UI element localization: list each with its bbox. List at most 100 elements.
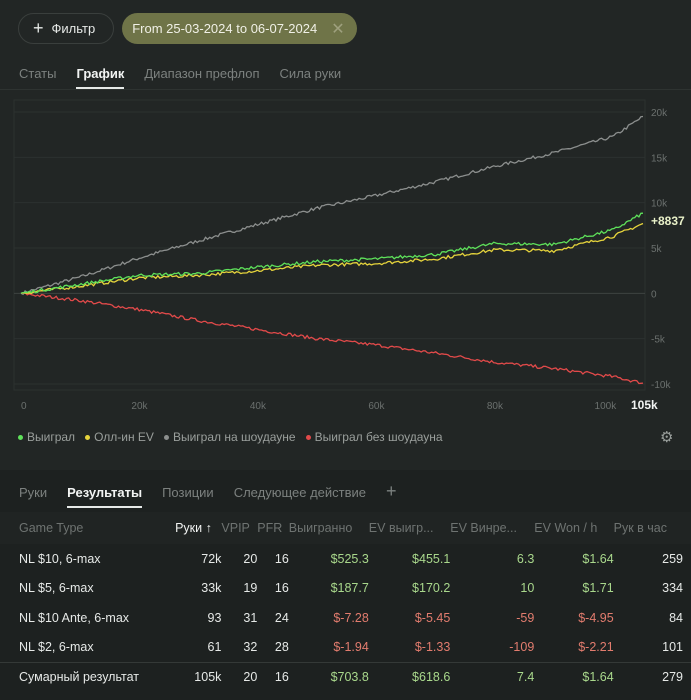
- table-cell: $-2.21: [578, 640, 614, 654]
- column-header[interactable]: EV выигр...: [368, 512, 451, 544]
- table-row[interactable]: NL $5, 6-max 33k 19 16 $187.7 $170.2 10 $1.71 33…: [0, 574, 691, 604]
- legend-allin-ev[interactable]: Олл-ин EV: [85, 430, 154, 444]
- y-tick-label: -5k: [651, 335, 666, 346]
- tab-preflop-range[interactable]: Диапазон префлоп: [144, 66, 260, 81]
- tab-positions[interactable]: Позиции: [162, 485, 214, 500]
- table-cell: 6.3: [516, 551, 535, 566]
- table-cell: $1.64: [582, 551, 614, 566]
- table-cell: 93: [207, 610, 222, 625]
- column-header[interactable]: VPIP: [221, 512, 258, 544]
- table-cell: 279: [613, 661, 691, 692]
- y-tick-label: 15k: [651, 153, 668, 164]
- table-cell: -109: [509, 640, 535, 654]
- x-tick-label: 20k: [131, 401, 148, 412]
- table-cell: 7.4: [450, 661, 535, 692]
- table-cell: 33k: [201, 581, 222, 596]
- table-cell: Сумарный результат: [0, 661, 176, 692]
- plot-frame: [13, 99, 646, 391]
- table-cell: $525.3: [330, 551, 369, 566]
- table-cell: NL $2, 6-max: [19, 640, 94, 654]
- column-header[interactable]: Выигранно: [288, 512, 369, 544]
- table-cell: $-1.33: [414, 640, 451, 654]
- x-tick-label: 0: [21, 401, 27, 412]
- results-table: Game Type Руки ↑ VPIP PFR Выигранно EV выигр.…: [0, 512, 691, 692]
- plus-icon: +: [33, 18, 44, 38]
- table-cell: $-5.45: [414, 610, 451, 625]
- profit-chart: 20k 15k 10k 5k 0 -5k -10k 0 20k 40k 60k 80k 100k 105k…: [13, 99, 685, 412]
- table-cell: 16: [274, 581, 289, 596]
- table-cell: $-7.28: [333, 610, 369, 625]
- gear-icon[interactable]: ⚙: [660, 429, 674, 446]
- legend-won[interactable]: Выиграл: [18, 430, 75, 444]
- x-tick-label: 80k: [487, 401, 504, 412]
- table-cell: 84: [669, 610, 683, 625]
- table-row[interactable]: NL $10, 6-max 72k 20 16 $525.3 $455.1 6.3 $1.64…: [0, 544, 691, 574]
- date-range-chip[interactable]: From 25-03-2024 to 06-07-2024 ✕: [122, 13, 357, 44]
- x-tick-label: 40k: [250, 401, 267, 412]
- close-icon[interactable]: ✕: [331, 20, 345, 38]
- tab-results[interactable]: Результаты: [67, 485, 143, 508]
- tab-next-action[interactable]: Следующее действие: [233, 485, 367, 500]
- total-row[interactable]: Сумарный результат 105k 20 16 $703.8 $618.6 7.…: [0, 661, 691, 692]
- y-tick-label: 10k: [651, 199, 668, 210]
- end-value-label: +8837: [651, 214, 685, 228]
- column-header[interactable]: PFR: [257, 512, 289, 544]
- x-tick-label: 60k: [368, 401, 385, 412]
- legend-non-showdown[interactable]: Выиграл без шоудауна: [305, 430, 443, 444]
- divider: [0, 89, 691, 90]
- table-row[interactable]: NL $10 Ante, 6-max 93 31 24 $-7.28 $-5.45 -59 $…: [0, 603, 691, 633]
- column-header[interactable]: Руки ↑: [175, 512, 222, 544]
- table-cell: 72k: [201, 551, 222, 566]
- x-tick-label: 100k: [595, 401, 618, 412]
- table-cell: 24: [274, 610, 289, 625]
- add-filter-button[interactable]: + Фильтр: [18, 13, 115, 44]
- table-cell: $187.7: [330, 581, 369, 596]
- date-range-label: From 25-03-2024 to 06-07-2024: [132, 21, 318, 36]
- table-cell: $-1.94: [333, 640, 369, 654]
- table-cell: NL $5, 6-max: [19, 581, 94, 596]
- table-cell: $170.2: [412, 581, 451, 596]
- main-tabs: Статы График Диапазон префлоп Сила руки: [19, 66, 341, 89]
- tab-stats[interactable]: Статы: [19, 66, 57, 81]
- column-header[interactable]: EV Won / h: [534, 512, 614, 544]
- table-cell: NL $10, 6-max: [19, 551, 101, 566]
- table-cell: 32: [243, 640, 258, 654]
- series-line: [20, 115, 644, 296]
- tab-hands[interactable]: Руки: [19, 485, 48, 500]
- results-tabs: Руки Результаты Позиции Следующее действ…: [19, 481, 397, 508]
- y-tick-label: 0: [651, 289, 657, 300]
- table-cell: $-4.95: [578, 610, 614, 625]
- table-cell: NL $10 Ante, 6-max: [19, 610, 130, 625]
- table-cell: 28: [274, 640, 289, 654]
- table-cell: $1.64: [534, 661, 614, 692]
- table-cell: $1.71: [582, 581, 614, 596]
- y-tick-label: 5k: [651, 244, 663, 255]
- x-tick-label-current: 105k: [631, 398, 658, 412]
- tab-graph[interactable]: График: [76, 66, 125, 89]
- table-cell: 101: [662, 640, 683, 654]
- table-row[interactable]: NL $2, 6-max 61 32 28 $-1.94 $-1.33 -109 $-2.21…: [0, 633, 691, 663]
- column-header[interactable]: EV Винре...: [450, 512, 535, 544]
- legend-showdown[interactable]: Выиграл на шоудауне: [163, 430, 296, 444]
- table-cell: 10: [520, 581, 535, 596]
- table-cell: -59: [516, 610, 535, 625]
- table-cell: 61: [207, 640, 222, 654]
- table-cell: 334: [662, 581, 683, 596]
- y-tick-label: 20k: [651, 108, 668, 119]
- column-header[interactable]: Рук в час: [613, 512, 691, 544]
- tab-hand-strength[interactable]: Сила руки: [279, 66, 342, 81]
- series-line: [20, 212, 644, 294]
- table-cell: 20: [243, 551, 258, 566]
- table-cell: 259: [662, 551, 683, 566]
- table-cell: 19: [243, 581, 258, 596]
- column-header[interactable]: Game Type: [0, 512, 176, 544]
- series-line: [20, 222, 644, 295]
- filter-label: Фильтр: [51, 21, 96, 36]
- table-cell: $455.1: [412, 551, 451, 566]
- table-cell: 16: [274, 551, 289, 566]
- series-line: [20, 291, 644, 385]
- table-cell: 16: [257, 661, 289, 692]
- chart-legend: Выиграл Олл-ин EV Выиграл на шоудауне Вы…: [18, 430, 443, 444]
- y-tick-label: -10k: [651, 380, 671, 391]
- add-tab-plus-icon[interactable]: +: [386, 481, 397, 501]
